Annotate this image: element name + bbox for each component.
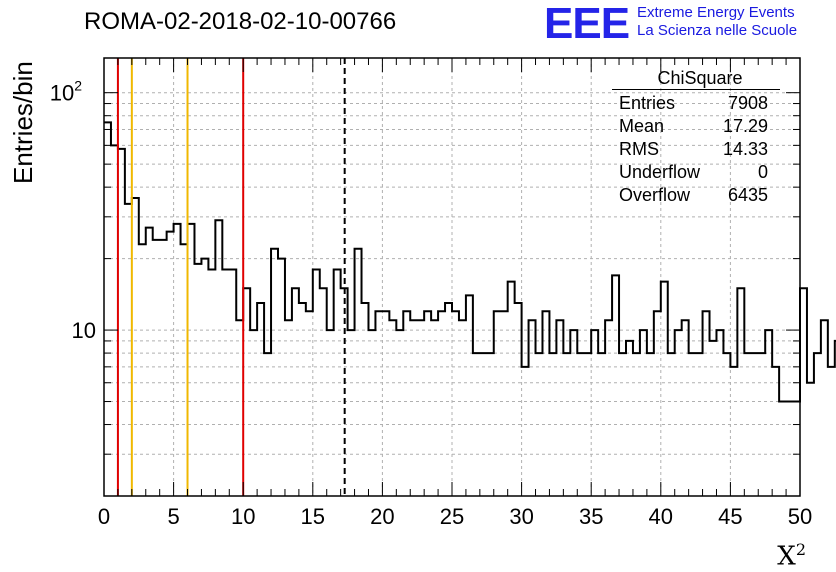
stats-label: Underflow: [619, 162, 701, 182]
stats-value: 0: [757, 162, 768, 182]
stats-value: 7908: [727, 93, 768, 113]
y-tick-label-exponent: 2: [74, 78, 82, 94]
x-axis-label-text: X: [777, 541, 796, 572]
stats-row-entries: Entries 7908: [612, 92, 780, 115]
stats-histogram-name: ChiSquare: [612, 68, 780, 90]
eee-logo: EEE: [544, 0, 630, 48]
x-tick-label: 25: [440, 504, 464, 529]
x-tick-label: 30: [509, 504, 533, 529]
x-tick-label: 15: [301, 504, 325, 529]
x-axis-label: X2: [777, 540, 806, 572]
logo-caption-line-2: La Scienza nelle Scuole: [637, 22, 798, 39]
stats-box: ChiSquare Entries 7908 Mean 17.29 RMS 14.33…: [612, 68, 780, 207]
stats-label: Mean: [619, 116, 665, 136]
stats-row-underflow: Underflow 0: [612, 161, 780, 184]
stats-row-overflow: Overflow 6435: [612, 184, 780, 207]
run-title: ROMA-02-2018-02-10-00766: [84, 8, 397, 35]
x-tick-label: 35: [579, 504, 603, 529]
stats-label: Overflow: [619, 185, 691, 205]
x-tick-label: 50: [788, 504, 812, 529]
y-tick-label-base: 10: [72, 318, 96, 343]
x-tick-label: 5: [167, 504, 179, 529]
stats-value: 14.33: [722, 139, 768, 159]
y-tick-label-base: 10: [50, 81, 74, 106]
stats-value: 6435: [727, 185, 768, 205]
logo-caption: Extreme Energy Events La Scienza nelle S…: [637, 4, 797, 40]
x-tick-label: 40: [649, 504, 673, 529]
stats-label: Entries: [619, 93, 676, 113]
x-tick-label: 0: [98, 504, 110, 529]
x-tick-label: 10: [231, 504, 255, 529]
stats-row-mean: Mean 17.29: [612, 115, 780, 138]
stats-label: RMS: [619, 139, 659, 159]
stats-value: 17.29: [722, 116, 768, 136]
y-axis-label: Entries/bin: [8, 61, 38, 184]
x-tick-label: 45: [718, 504, 742, 529]
y-tick-label: 102: [50, 78, 82, 106]
stats-row-rms: RMS 14.33: [612, 138, 780, 161]
y-tick-label: 10: [72, 318, 96, 343]
x-tick-label: 20: [370, 504, 394, 529]
logo-caption-line-1: Extreme Energy Events: [637, 4, 795, 21]
histogram-step-line: [104, 121, 836, 403]
x-axis-label-superscript: 2: [795, 540, 806, 559]
